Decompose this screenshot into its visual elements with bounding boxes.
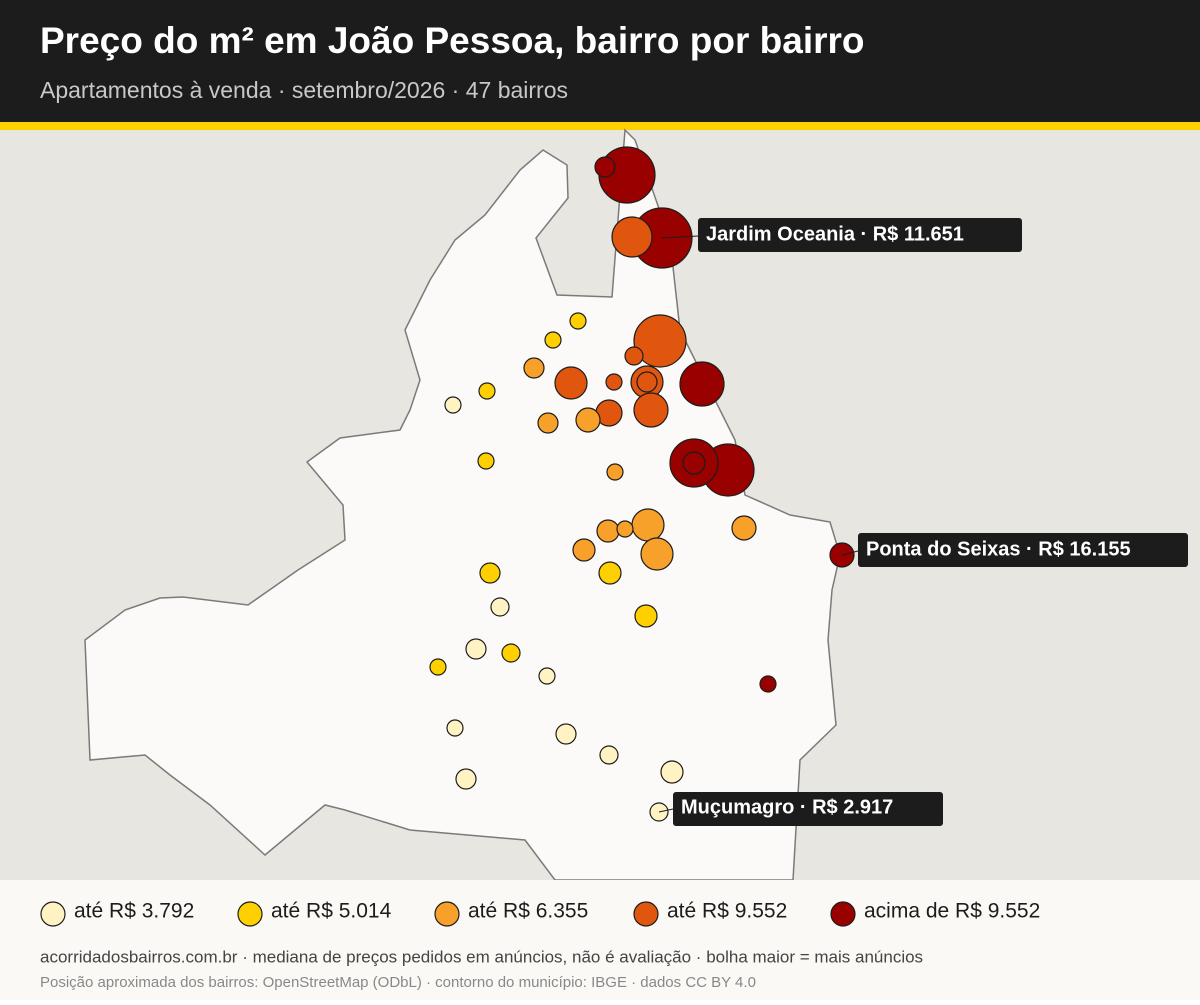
neighborhood-bubble <box>490 597 510 617</box>
neighborhood-bubble <box>599 745 619 765</box>
callout-box <box>698 218 1022 252</box>
legend: até R$ 3.792 até R$ 5.014 até R$ 6.355 até … <box>40 900 1040 927</box>
subtitle: Apartamentos à venda · setembro/2026 · 4… <box>40 77 568 103</box>
neighborhood-bubble <box>634 604 658 628</box>
callout-label: Muçumagro · R$ 2.917 <box>681 796 893 818</box>
callout-box <box>673 792 943 826</box>
neighborhood-bubble <box>575 407 601 433</box>
neighborhood-bubble <box>554 366 588 400</box>
neighborhood-bubble <box>633 314 687 368</box>
neighborhood-bubble <box>594 156 616 178</box>
neighborhood-bubble <box>636 371 658 393</box>
neighborhood-bubble <box>611 216 653 258</box>
neighborhood-bubble <box>455 768 477 790</box>
legend-label: acima de R$ 9.552 <box>864 900 1040 923</box>
neighborhood-bubble <box>569 312 587 330</box>
title: Preço do m² em João Pessoa, bairro por b… <box>40 20 865 61</box>
header-bg <box>0 0 1200 122</box>
neighborhood-bubble <box>596 519 620 543</box>
callout-leader <box>661 235 699 239</box>
legend-swatch <box>237 901 263 927</box>
neighborhood-bubble <box>538 667 556 685</box>
neighborhood-bubble <box>477 452 495 470</box>
legend-swatch <box>830 901 856 927</box>
neighborhood-bubble <box>631 508 665 542</box>
callout-box <box>858 533 1188 567</box>
neighborhood-bubble <box>429 658 447 676</box>
neighborhood-bubble <box>444 396 462 414</box>
neighborhood-bubble <box>633 392 669 428</box>
neighborhood-bubble <box>465 638 487 660</box>
header-rule <box>0 122 1200 130</box>
legend-swatch <box>633 901 659 927</box>
neighborhood-bubble <box>616 520 634 538</box>
callouts: Jardim Oceania · R$ 11.651 Ponta do Seix… <box>658 218 1188 826</box>
neighborhood-bubble <box>605 373 623 391</box>
legend-label: até R$ 9.552 <box>667 900 787 923</box>
neighborhood-bubble <box>660 760 684 784</box>
neighborhood-bubble <box>624 346 644 366</box>
neighborhood-bubble <box>606 463 624 481</box>
footer-credits: Posição aproximada dos bairros: OpenStre… <box>40 974 756 991</box>
legend-swatch <box>434 901 460 927</box>
callout-label: Ponta do Seixas · R$ 16.155 <box>866 538 1131 560</box>
neighborhood-bubble <box>598 561 622 585</box>
footer-source: acorridadosbairros.com.br · mediana de p… <box>40 947 923 966</box>
neighborhood-bubble <box>523 357 545 379</box>
neighborhood-bubble <box>479 562 501 584</box>
neighborhood-bubble <box>446 719 464 737</box>
legend-bg <box>0 880 1200 1000</box>
legend-swatch <box>40 901 66 927</box>
neighborhood-bubble <box>731 515 757 541</box>
neighborhood-bubble <box>682 451 706 475</box>
legend-label: até R$ 3.792 <box>74 900 194 923</box>
neighborhood-bubble <box>544 331 562 349</box>
callout-label: Jardim Oceania · R$ 11.651 <box>706 223 964 245</box>
neighborhood-bubble <box>759 675 777 693</box>
neighborhood-bubble <box>537 412 559 434</box>
neighborhood-bubble <box>572 538 596 562</box>
neighborhood-bubble <box>501 643 521 663</box>
legend-label: até R$ 5.014 <box>271 900 392 923</box>
neighborhood-bubble <box>478 382 496 400</box>
neighborhood-bubble <box>679 361 725 407</box>
callout-leader <box>841 550 859 556</box>
neighborhood-bubble <box>555 723 577 745</box>
callout-leader <box>658 808 674 813</box>
neighborhood-bubble <box>640 537 674 571</box>
legend-label: até R$ 6.355 <box>468 900 588 923</box>
